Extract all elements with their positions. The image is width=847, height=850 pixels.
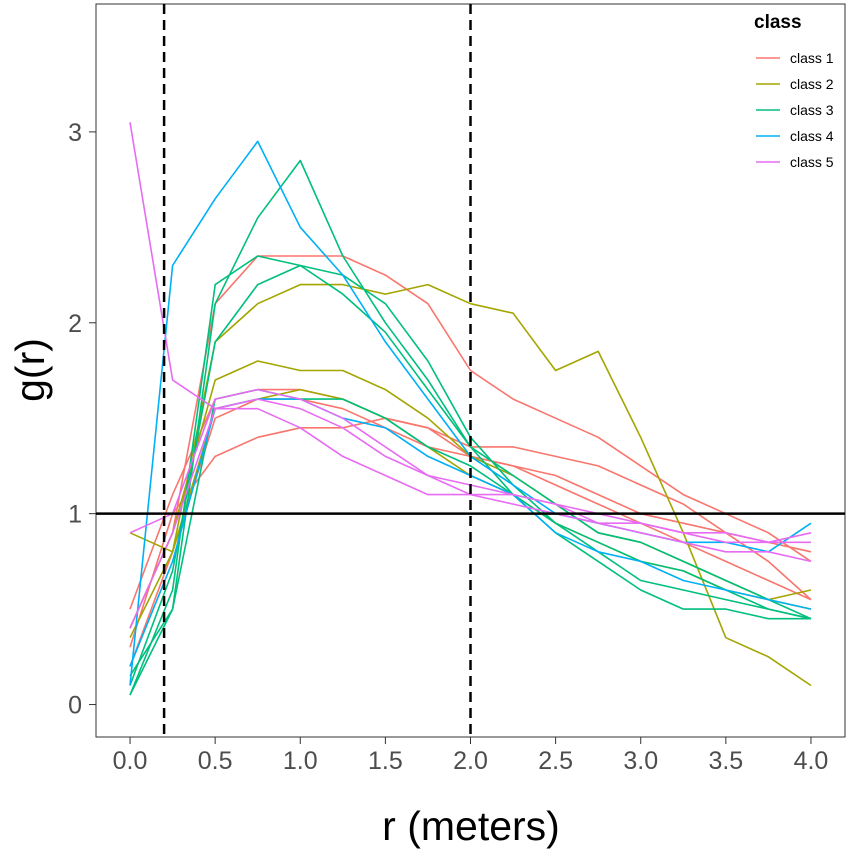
series-line-15 — [129, 388, 812, 544]
series-line-11 — [129, 159, 812, 696]
x-tick-label: 4.0 — [794, 747, 829, 775]
x-axis-title: r (meters) — [382, 803, 560, 849]
reference-layer — [96, 4, 845, 737]
x-tick-label: 1.5 — [368, 747, 403, 775]
legend-label-1: class 1 — [790, 50, 834, 66]
legend-label-5: class 5 — [790, 154, 834, 170]
x-tick-label: 2.0 — [453, 747, 488, 775]
legend-title: class — [754, 12, 802, 33]
x-tick-label: 0.5 — [198, 747, 233, 775]
y-tick-label: 2 — [68, 310, 82, 338]
x-tick-label: 3.0 — [623, 747, 658, 775]
legend-label-4: class 4 — [790, 128, 834, 144]
y-tick-label: 0 — [68, 692, 82, 720]
legend-label-3: class 3 — [790, 102, 834, 118]
x-tick-label: 3.5 — [708, 747, 743, 775]
series-layer — [129, 122, 812, 696]
y-tick-label: 3 — [68, 119, 82, 147]
y-axis: 0 1 2 3 — [68, 119, 96, 720]
x-tick-label: 2.5 — [538, 747, 573, 775]
legend-label-2: class 2 — [790, 76, 834, 92]
series-line-1 — [129, 255, 812, 629]
x-axis: 0.0 0.5 1.0 1.5 2.0 2.5 3.0 3.5 4.0 — [113, 737, 829, 775]
x-tick-label: 0.0 — [113, 747, 148, 775]
y-axis-title: g(r) — [7, 338, 53, 402]
legend: class class 1 class 2 class 3 class 4 class … — [754, 12, 834, 170]
y-tick-label: 1 — [68, 501, 82, 529]
x-tick-label: 1.0 — [283, 747, 318, 775]
